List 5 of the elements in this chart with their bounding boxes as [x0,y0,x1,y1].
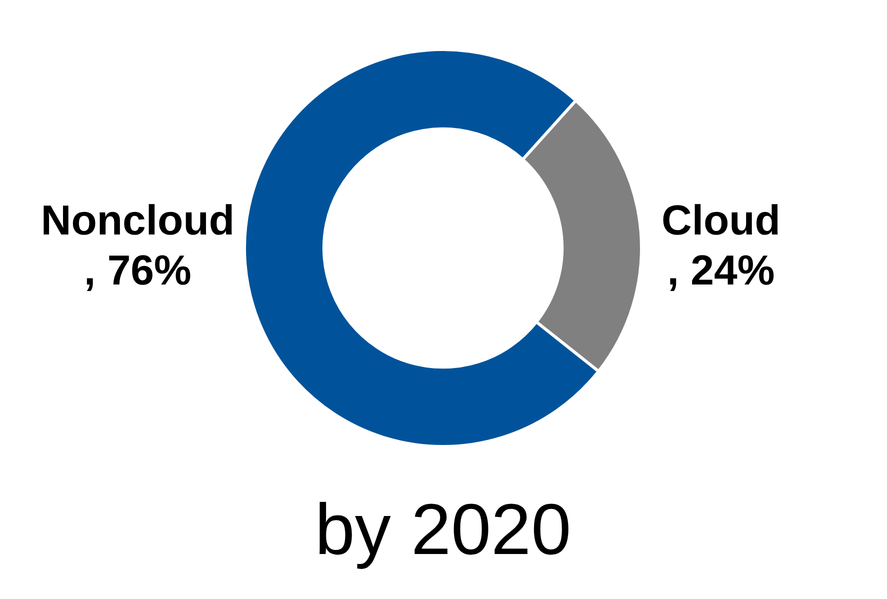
data-label: , 76% [84,246,192,294]
slice-label: Noncloud [40,196,235,244]
data-label: , 24% [667,246,775,294]
text: by 2020 [314,489,572,572]
slice-label: Cloud [662,196,780,244]
